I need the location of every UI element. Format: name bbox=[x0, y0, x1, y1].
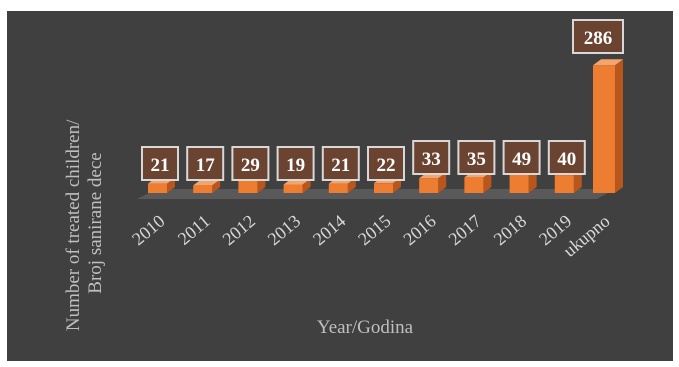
data-label-text: 40 bbox=[557, 149, 576, 170]
bar-side bbox=[212, 179, 221, 193]
data-label-box bbox=[457, 140, 496, 175]
x-tick-label: 2015 bbox=[354, 211, 394, 249]
x-tick-label: 2014 bbox=[309, 211, 349, 249]
bar-side bbox=[438, 172, 447, 193]
y-axis-title-line-2: Broj sanirane dece bbox=[85, 152, 106, 293]
data-label-text: 286 bbox=[584, 28, 613, 49]
bar-front bbox=[509, 171, 529, 193]
bar-front bbox=[328, 183, 348, 193]
data-label-ukupno: 286 bbox=[572, 19, 624, 54]
data-label-2014: 21 bbox=[321, 146, 360, 181]
data-label-box bbox=[502, 140, 541, 175]
bar-front bbox=[238, 180, 258, 193]
x-axis-title: Year/Godina bbox=[317, 317, 414, 338]
data-label-box bbox=[547, 140, 586, 175]
x-tick-label: 2010 bbox=[128, 211, 168, 249]
x-tick-label: 2013 bbox=[264, 211, 304, 249]
data-label-text: 35 bbox=[467, 149, 486, 170]
data-label-2019: 40 bbox=[547, 140, 586, 175]
bar-front bbox=[464, 177, 484, 193]
bar-front bbox=[554, 175, 574, 193]
data-label-2015: 22 bbox=[367, 146, 405, 181]
bar-side bbox=[483, 171, 492, 193]
chart-area: 21 17 29 19 21 22 33 35 49 40 286 2010 2011 2012 2013… bbox=[7, 11, 673, 361]
bar-side bbox=[393, 177, 401, 193]
data-label-box bbox=[276, 146, 315, 181]
data-label-2016: 33 bbox=[412, 140, 451, 175]
bar-front bbox=[419, 178, 439, 193]
bar-chart: 21 17 29 19 21 22 33 35 49 40 286 2010 2011 2012 2013… bbox=[63, 19, 624, 338]
x-tick-label: 2012 bbox=[219, 211, 259, 249]
data-label-text: 29 bbox=[241, 155, 260, 176]
data-label-text: 33 bbox=[422, 149, 441, 170]
bar-front bbox=[193, 185, 213, 193]
x-tick-label: 2011 bbox=[174, 211, 214, 249]
bar-ukupno bbox=[593, 59, 623, 194]
data-label-2012: 29 bbox=[231, 146, 270, 181]
data-label-2011: 17 bbox=[186, 146, 225, 181]
data-label-box bbox=[231, 146, 270, 181]
bar-top bbox=[593, 59, 623, 66]
bar-side bbox=[167, 177, 175, 193]
data-label-2018: 49 bbox=[502, 140, 541, 175]
data-labels-group: 21 17 29 19 21 22 33 35 49 40 286 bbox=[141, 19, 624, 181]
data-label-text: 19 bbox=[286, 155, 305, 176]
bar-2016 bbox=[419, 172, 447, 193]
data-label-box bbox=[186, 146, 225, 181]
bar-front bbox=[283, 184, 303, 193]
bar-side bbox=[347, 177, 356, 193]
data-label-text: 21 bbox=[151, 155, 170, 176]
data-label-2010: 21 bbox=[141, 146, 179, 181]
data-label-box bbox=[367, 146, 405, 181]
data-label-2013: 19 bbox=[276, 146, 315, 181]
data-label-box bbox=[321, 146, 360, 181]
bar-front bbox=[148, 183, 167, 193]
data-label-text: 49 bbox=[512, 149, 531, 170]
x-tick-labels-group: 2010 2011 2012 2013 2014 2015 2016 2017 2018 2019… bbox=[128, 211, 613, 261]
x-tick-label: 2017 bbox=[445, 211, 485, 249]
bar-side bbox=[573, 169, 582, 193]
bar-front bbox=[593, 65, 615, 193]
x-tick-label: 2016 bbox=[399, 211, 439, 249]
data-label-text: 22 bbox=[377, 155, 396, 176]
bar-front bbox=[374, 183, 393, 193]
data-label-text: 21 bbox=[331, 155, 350, 176]
x-tick-label: 2018 bbox=[490, 211, 530, 249]
y-axis-title-line-1: Number of treated children/ bbox=[63, 119, 84, 331]
bar-side bbox=[302, 178, 311, 193]
y-axis-title: Number of treated children/ Broj saniran… bbox=[63, 115, 106, 331]
data-label-text: 17 bbox=[196, 155, 216, 176]
data-label-box bbox=[572, 19, 624, 54]
data-label-box bbox=[141, 146, 179, 181]
data-label-box bbox=[412, 140, 451, 175]
bar-side bbox=[615, 59, 623, 194]
data-label-2017: 35 bbox=[457, 140, 496, 175]
